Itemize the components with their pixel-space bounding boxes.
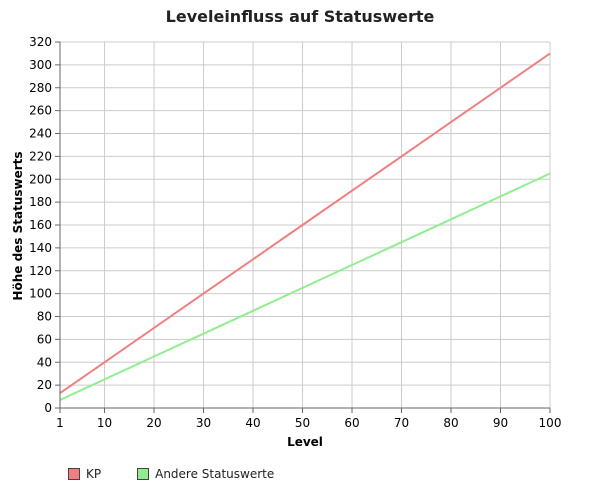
x-tick-label: 1 — [56, 416, 64, 430]
x-tick-label: 50 — [295, 416, 310, 430]
x-tick-label: 20 — [146, 416, 161, 430]
legend-swatch — [137, 468, 150, 480]
y-tick-label: 20 — [37, 378, 52, 392]
legend: KP Andere Statuswerte — [68, 466, 310, 482]
y-tick-label: 0 — [44, 401, 52, 415]
x-tick-label: 30 — [196, 416, 211, 430]
y-tick-label: 300 — [29, 58, 52, 72]
y-tick-label: 80 — [37, 310, 52, 324]
y-tick-label: 320 — [29, 35, 52, 49]
y-tick-label: 120 — [29, 264, 52, 278]
y-tick-label: 260 — [29, 104, 52, 118]
legend-swatch — [68, 468, 80, 480]
series-line-2 — [59, 172, 551, 401]
y-tick-label: 160 — [29, 218, 52, 232]
series-lines — [59, 52, 551, 401]
x-axis-ticks: 1 10 20 30 40 50 60 70 80 90 100 — [56, 408, 561, 430]
legend-item: KP — [68, 467, 101, 481]
y-tick-label: 140 — [29, 241, 52, 255]
series-line-1 — [59, 52, 551, 394]
x-tick-label: 90 — [493, 416, 508, 430]
y-tick-label: 280 — [29, 81, 52, 95]
legend-label: KP — [86, 467, 102, 481]
legend-item: Andere Statuswerte — [137, 467, 274, 481]
x-axis-label: Level — [287, 435, 323, 449]
y-tick-label: 220 — [29, 149, 52, 163]
chart-title: Leveleinfluss auf Statuswerte — [165, 7, 435, 26]
grid-lines — [59, 41, 551, 409]
legend-label: Andere Statuswerte — [155, 467, 275, 481]
x-tick-label: 70 — [394, 416, 409, 430]
y-axis-label: Höhe des Statuswerts — [11, 151, 25, 300]
y-tick-label: 60 — [37, 332, 52, 346]
x-tick-label: 60 — [344, 416, 359, 430]
y-tick-label: 100 — [29, 287, 52, 301]
x-tick-label: 100 — [539, 416, 562, 430]
y-tick-label: 40 — [37, 355, 52, 369]
x-tick-label: 10 — [97, 416, 112, 430]
y-tick-label: 200 — [29, 172, 52, 186]
y-axis-ticks: 0 20 40 60 80 100 120 140 160 180 200 220 240 260 280 3… — [29, 35, 60, 415]
y-tick-label: 240 — [29, 127, 52, 141]
y-tick-label: 180 — [29, 195, 52, 209]
x-tick-label: 40 — [245, 416, 260, 430]
x-tick-label: 80 — [443, 416, 458, 430]
